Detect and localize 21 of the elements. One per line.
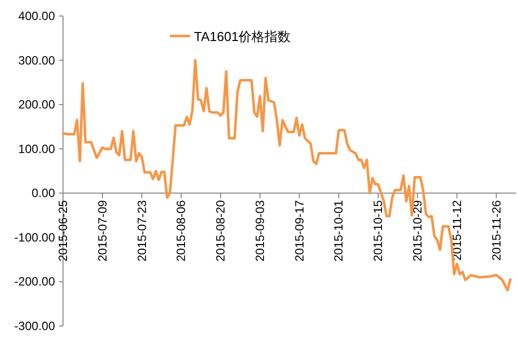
x-tick-label: 2015-11-12 — [450, 200, 464, 261]
x-tick-label: 2015-09-03 — [252, 200, 267, 262]
x-tick-label: 2015-07-09 — [95, 200, 110, 262]
y-tick-label: -200.00 — [14, 274, 56, 289]
y-tick-label: -100.00 — [14, 230, 56, 244]
legend-label: TA1601价格指数 — [194, 29, 291, 44]
y-tick-label: 300.00 — [18, 53, 56, 68]
x-tick-label: 2015-07-23 — [134, 200, 149, 262]
x-tick-label: 2015-10-01 — [332, 200, 346, 262]
y-tick-label: -300.00 — [14, 319, 56, 333]
x-tick-label: 2015-11-26 — [489, 200, 504, 261]
x-tick-label: 2015-08-20 — [214, 200, 228, 262]
y-tick-label: 200.00 — [18, 98, 56, 112]
x-tick-label: 2015-06-25 — [56, 200, 70, 262]
y-tick-label: 400.00 — [18, 9, 56, 23]
y-tick-label: 100.00 — [18, 142, 56, 156]
x-tick-label: 2015-10-15 — [371, 200, 386, 262]
x-tick-label: 2015-09-17 — [292, 200, 306, 262]
y-tick-label: 0.00 — [32, 186, 56, 200]
x-tick-label: 2015-08-06 — [174, 200, 188, 262]
x-tick-label: 2015-10-29 — [410, 200, 425, 262]
